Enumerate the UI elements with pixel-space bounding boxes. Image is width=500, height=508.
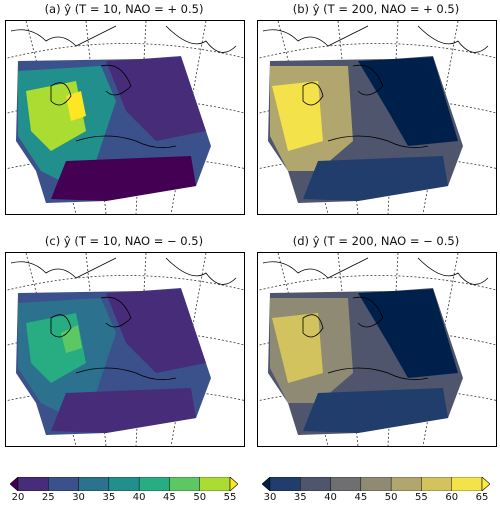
colorbar-tick-label: 50 xyxy=(193,492,207,503)
colorbar-cell xyxy=(108,476,140,492)
colorbar-left: 20 25 30 35 40 45 50 55 xyxy=(9,476,239,506)
map-frame-c xyxy=(5,252,245,447)
colorbar-cell xyxy=(451,476,483,492)
colorbar-tick-label: 40 xyxy=(324,492,337,503)
colorbar-tick-label: 45 xyxy=(163,492,176,503)
colorbar-tick-label: 35 xyxy=(102,492,116,503)
colorbar-tick-label: 60 xyxy=(445,492,459,503)
map-d xyxy=(258,253,496,446)
colorbar-cell xyxy=(17,476,49,492)
colorbar-tick-label: 55 xyxy=(415,492,428,503)
colorbar-cell xyxy=(300,476,331,492)
colorbar-cell xyxy=(78,476,110,492)
colorbar-cell xyxy=(390,476,422,492)
colorbar-tick-label: 55 xyxy=(223,492,237,503)
colorbar-cell xyxy=(199,476,231,492)
colorbar-tick-label: 65 xyxy=(475,492,489,503)
colorbar-cell xyxy=(330,476,362,492)
map-frame-b xyxy=(257,20,497,215)
map-b xyxy=(258,21,496,214)
map-frame-a xyxy=(5,20,245,215)
colorbar-cell xyxy=(169,476,200,492)
colorbar-left-gradient xyxy=(9,476,239,492)
panel-title-c: (c) ŷ (T = 10, NAO = − 0.5) xyxy=(44,234,204,248)
colorbar-tick-label: 30 xyxy=(263,492,277,503)
colorbar-cell xyxy=(138,476,170,492)
colorbar-tick-label: 50 xyxy=(384,492,398,503)
colorbar-tick-label: 35 xyxy=(293,492,307,503)
map-c xyxy=(6,253,244,446)
panel-title-a: (a) ŷ (T = 10, NAO = + 0.5) xyxy=(44,2,204,16)
colorbar-cell xyxy=(421,476,452,492)
map-a xyxy=(6,21,244,214)
map-frame-d xyxy=(257,252,497,447)
colorbar-right-gradient xyxy=(261,476,491,492)
colorbar-cell xyxy=(269,476,301,492)
colorbar-tick-label: 30 xyxy=(72,492,85,503)
colorbar-cell xyxy=(360,476,392,492)
colorbar-tick-label: 45 xyxy=(354,492,368,503)
colorbar-cell xyxy=(48,476,79,492)
colorbar-right: 30 35 40 45 50 55 60 65 xyxy=(261,476,491,506)
panel-title-d: (d) ŷ (T = 200, NAO = − 0.5) xyxy=(292,234,460,248)
colorbar-tick-label: 40 xyxy=(132,492,146,503)
panel-title-b: (b) ŷ (T = 200, NAO = + 0.5) xyxy=(292,2,460,16)
colorbar-tick-label: 25 xyxy=(41,492,55,503)
colorbar-tick-label: 20 xyxy=(11,492,25,503)
